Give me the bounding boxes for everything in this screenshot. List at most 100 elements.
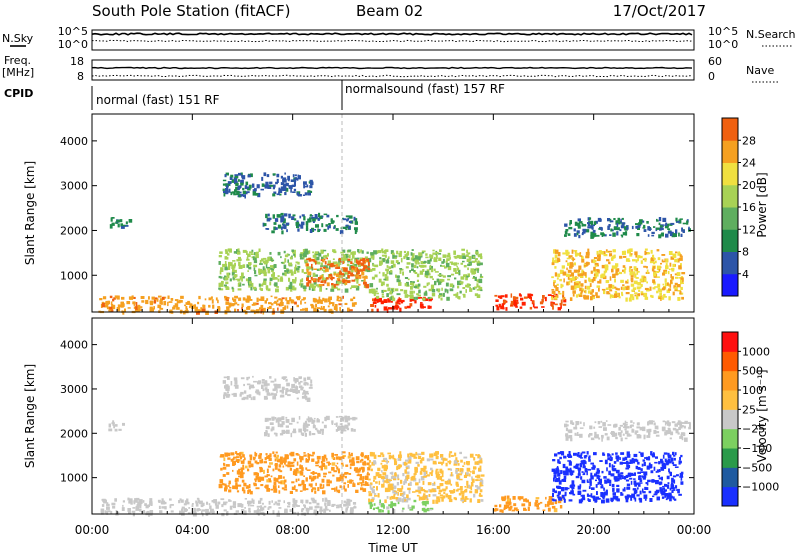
data-cell bbox=[356, 286, 360, 290]
data-cell bbox=[336, 466, 339, 470]
data-cell bbox=[465, 284, 468, 288]
data-cell bbox=[409, 290, 414, 295]
data-cell bbox=[660, 296, 665, 300]
data-cell bbox=[413, 270, 415, 272]
data-cell bbox=[459, 486, 463, 491]
data-cell bbox=[476, 486, 481, 490]
data-cell bbox=[310, 276, 313, 280]
data-cell bbox=[605, 266, 609, 270]
data-cell bbox=[149, 498, 153, 502]
data-cell bbox=[573, 269, 578, 273]
nsky-trace bbox=[91, 32, 693, 36]
data-cell bbox=[435, 499, 439, 504]
data-cell bbox=[459, 290, 462, 294]
data-cell bbox=[625, 496, 629, 500]
data-cell bbox=[423, 489, 426, 493]
data-cell bbox=[342, 416, 345, 419]
data-cell bbox=[562, 294, 565, 298]
data-cell bbox=[276, 454, 279, 458]
data-cell bbox=[252, 396, 256, 401]
data-cell bbox=[313, 488, 316, 491]
data-cell bbox=[379, 499, 381, 503]
data-cell bbox=[434, 271, 439, 273]
data-cell bbox=[614, 278, 616, 283]
data-cell bbox=[315, 427, 318, 431]
data-cell bbox=[195, 500, 198, 504]
data-cell bbox=[399, 270, 402, 274]
data-cell bbox=[593, 273, 597, 276]
data-cell bbox=[672, 253, 677, 258]
data-cell bbox=[358, 276, 362, 279]
data-cell bbox=[608, 470, 611, 476]
data-cell bbox=[304, 390, 309, 394]
data-cell bbox=[306, 429, 309, 432]
data-cell bbox=[315, 274, 318, 277]
data-cell bbox=[236, 453, 240, 456]
data-cell bbox=[672, 291, 675, 296]
data-cell bbox=[305, 507, 309, 512]
data-cell bbox=[476, 474, 481, 479]
data-cell bbox=[242, 249, 247, 253]
data-cell bbox=[391, 252, 395, 255]
data-cell bbox=[406, 474, 410, 479]
data-cell bbox=[646, 269, 649, 274]
data-cell bbox=[280, 220, 284, 223]
data-cell bbox=[435, 451, 439, 453]
data-cell bbox=[398, 488, 403, 492]
data-cell bbox=[590, 475, 594, 480]
data-cell bbox=[233, 274, 237, 279]
data-cell bbox=[626, 475, 629, 478]
data-cell bbox=[554, 249, 559, 254]
data-cell bbox=[420, 302, 423, 304]
data-cell bbox=[370, 499, 374, 502]
data-cell bbox=[256, 510, 259, 515]
data-cell bbox=[504, 299, 507, 304]
data-cell bbox=[613, 254, 616, 259]
data-cell bbox=[592, 465, 596, 469]
data-cell bbox=[102, 296, 107, 300]
data-cell bbox=[421, 501, 424, 504]
data-cell bbox=[303, 428, 307, 433]
data-cell bbox=[339, 425, 344, 430]
data-cell bbox=[179, 498, 182, 501]
data-cell bbox=[299, 215, 302, 219]
data-cell bbox=[621, 293, 624, 297]
data-cell bbox=[351, 268, 354, 271]
data-cell bbox=[388, 454, 392, 460]
data-cell bbox=[593, 426, 596, 429]
data-cell bbox=[649, 286, 652, 291]
data-cell bbox=[634, 432, 637, 435]
data-cell bbox=[283, 224, 287, 230]
data-cell bbox=[616, 227, 620, 231]
data-cell bbox=[208, 297, 212, 301]
data-cell bbox=[419, 471, 423, 475]
data-cell bbox=[304, 488, 309, 491]
data-cell bbox=[322, 484, 325, 489]
data-cell bbox=[254, 270, 257, 275]
data-cell bbox=[663, 452, 668, 455]
data-cell bbox=[297, 390, 300, 394]
data-cell bbox=[621, 222, 626, 225]
data-cell bbox=[658, 482, 662, 486]
data-cell bbox=[450, 483, 453, 486]
data-cell bbox=[380, 462, 383, 465]
data-cell bbox=[463, 456, 468, 459]
data-cell bbox=[557, 496, 562, 499]
data-cell bbox=[396, 293, 401, 296]
data-cell bbox=[432, 252, 436, 255]
data-cell bbox=[456, 292, 459, 297]
data-cell bbox=[592, 233, 595, 235]
data-cell bbox=[305, 459, 309, 463]
data-cell bbox=[650, 294, 653, 298]
data-cell bbox=[265, 426, 270, 430]
data-cell bbox=[292, 191, 296, 193]
data-cell bbox=[202, 502, 205, 506]
data-cell bbox=[418, 478, 421, 484]
colorbar-segment bbox=[722, 332, 738, 352]
data-cell bbox=[582, 489, 587, 492]
data-cell bbox=[441, 461, 443, 466]
data-cell bbox=[261, 176, 264, 181]
data-cell bbox=[373, 294, 376, 297]
